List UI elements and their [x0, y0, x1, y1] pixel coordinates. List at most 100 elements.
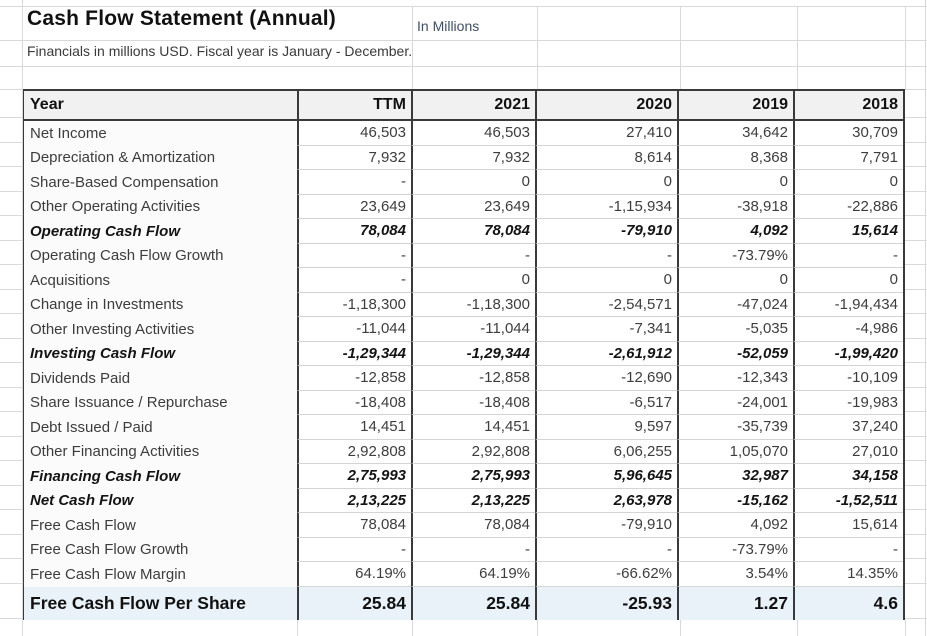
- value-cell[interactable]: 6,06,255: [535, 439, 677, 464]
- value-cell[interactable]: 2,13,225: [411, 488, 535, 513]
- value-cell[interactable]: -79,910: [535, 219, 677, 244]
- value-cell[interactable]: -: [793, 537, 903, 562]
- col-header-2021[interactable]: 2021: [411, 91, 535, 119]
- value-cell[interactable]: -1,52,511: [793, 488, 903, 513]
- value-cell[interactable]: 64.19%: [297, 562, 411, 587]
- value-cell[interactable]: 7,791: [793, 145, 903, 170]
- value-cell[interactable]: 2,92,808: [411, 439, 535, 464]
- value-cell[interactable]: 0: [793, 268, 903, 293]
- value-cell[interactable]: -1,29,344: [297, 341, 411, 366]
- col-header-2020[interactable]: 2020: [535, 91, 677, 119]
- value-cell[interactable]: -1,94,434: [793, 292, 903, 317]
- value-cell[interactable]: 23,649: [297, 194, 411, 219]
- row-label[interactable]: Acquisitions: [24, 268, 297, 293]
- value-cell[interactable]: 34,158: [793, 464, 903, 489]
- value-cell[interactable]: 4,092: [677, 219, 793, 244]
- row-label[interactable]: Operating Cash Flow: [24, 219, 297, 244]
- col-header-year[interactable]: Year: [30, 96, 64, 113]
- col-header-2019[interactable]: 2019: [677, 91, 793, 119]
- value-cell[interactable]: 14,451: [297, 415, 411, 440]
- value-cell[interactable]: -24,001: [677, 390, 793, 415]
- value-cell[interactable]: -11,044: [411, 317, 535, 342]
- row-label[interactable]: Other Investing Activities: [24, 317, 297, 342]
- value-cell[interactable]: 25.84: [297, 586, 411, 620]
- value-cell[interactable]: 8,368: [677, 145, 793, 170]
- value-cell[interactable]: 0: [411, 170, 535, 195]
- value-cell[interactable]: -: [297, 243, 411, 268]
- value-cell[interactable]: 14.35%: [793, 562, 903, 587]
- value-cell[interactable]: 1,05,070: [677, 439, 793, 464]
- value-cell[interactable]: -: [535, 243, 677, 268]
- value-cell[interactable]: 37,240: [793, 415, 903, 440]
- value-cell[interactable]: -: [793, 243, 903, 268]
- value-cell[interactable]: -4,986: [793, 317, 903, 342]
- value-cell[interactable]: -7,341: [535, 317, 677, 342]
- value-cell[interactable]: 2,92,808: [297, 439, 411, 464]
- value-cell[interactable]: -73.79%: [677, 243, 793, 268]
- value-cell[interactable]: 4,092: [677, 513, 793, 538]
- value-cell[interactable]: -1,18,300: [411, 292, 535, 317]
- value-cell[interactable]: 2,75,993: [297, 464, 411, 489]
- value-cell[interactable]: 78,084: [297, 513, 411, 538]
- value-cell[interactable]: 27,010: [793, 439, 903, 464]
- value-cell[interactable]: -66.62%: [535, 562, 677, 587]
- row-label[interactable]: Free Cash Flow Growth: [24, 537, 297, 562]
- value-cell[interactable]: 34,642: [677, 121, 793, 146]
- value-cell[interactable]: -12,858: [411, 366, 535, 391]
- value-cell[interactable]: -25.93: [535, 586, 677, 620]
- value-cell[interactable]: -79,910: [535, 513, 677, 538]
- row-label[interactable]: Net Cash Flow: [24, 488, 297, 513]
- value-cell[interactable]: -6,517: [535, 390, 677, 415]
- row-label[interactable]: Financing Cash Flow: [24, 464, 297, 489]
- value-cell[interactable]: -1,18,300: [297, 292, 411, 317]
- value-cell[interactable]: 0: [793, 170, 903, 195]
- value-cell[interactable]: 25.84: [411, 586, 535, 620]
- row-label[interactable]: Other Financing Activities: [24, 439, 297, 464]
- value-cell[interactable]: -2,54,571: [535, 292, 677, 317]
- value-cell[interactable]: -12,858: [297, 366, 411, 391]
- value-cell[interactable]: -19,983: [793, 390, 903, 415]
- value-cell[interactable]: 1.27: [677, 586, 793, 620]
- row-label[interactable]: Share-Based Compensation: [24, 170, 297, 195]
- value-cell[interactable]: -: [411, 243, 535, 268]
- row-label[interactable]: Dividends Paid: [24, 366, 297, 391]
- value-cell[interactable]: -: [297, 170, 411, 195]
- value-cell[interactable]: -: [297, 268, 411, 293]
- col-header-2018[interactable]: 2018: [793, 91, 903, 119]
- value-cell[interactable]: 0: [411, 268, 535, 293]
- value-cell[interactable]: -47,024: [677, 292, 793, 317]
- value-cell[interactable]: 15,614: [793, 219, 903, 244]
- row-label[interactable]: Net Income: [24, 121, 297, 146]
- value-cell[interactable]: 0: [677, 268, 793, 293]
- value-cell[interactable]: -1,99,420: [793, 341, 903, 366]
- col-header-ttm[interactable]: TTM: [297, 91, 411, 119]
- value-cell[interactable]: -73.79%: [677, 537, 793, 562]
- row-label[interactable]: Change in Investments: [24, 292, 297, 317]
- value-cell[interactable]: 8,614: [535, 145, 677, 170]
- value-cell[interactable]: -: [297, 537, 411, 562]
- row-label[interactable]: Share Issuance / Repurchase: [24, 390, 297, 415]
- value-cell[interactable]: 4.6: [793, 586, 903, 620]
- row-label[interactable]: Depreciation & Amortization: [24, 145, 297, 170]
- value-cell[interactable]: -1,15,934: [535, 194, 677, 219]
- value-cell[interactable]: 64.19%: [411, 562, 535, 587]
- value-cell[interactable]: -52,059: [677, 341, 793, 366]
- value-cell[interactable]: -1,29,344: [411, 341, 535, 366]
- row-label[interactable]: Other Operating Activities: [24, 194, 297, 219]
- value-cell[interactable]: -12,343: [677, 366, 793, 391]
- value-cell[interactable]: 0: [535, 170, 677, 195]
- value-cell[interactable]: 46,503: [297, 121, 411, 146]
- value-cell[interactable]: -5,035: [677, 317, 793, 342]
- value-cell[interactable]: -35,739: [677, 415, 793, 440]
- value-cell[interactable]: -18,408: [411, 390, 535, 415]
- value-cell[interactable]: 23,649: [411, 194, 535, 219]
- row-label[interactable]: Free Cash Flow Margin: [24, 562, 297, 587]
- value-cell[interactable]: -12,690: [535, 366, 677, 391]
- value-cell[interactable]: -15,162: [677, 488, 793, 513]
- value-cell[interactable]: -38,918: [677, 194, 793, 219]
- row-label[interactable]: Free Cash Flow Per Share: [30, 592, 246, 613]
- value-cell[interactable]: -: [535, 537, 677, 562]
- value-cell[interactable]: 78,084: [411, 219, 535, 244]
- value-cell[interactable]: -: [411, 537, 535, 562]
- value-cell[interactable]: 78,084: [297, 219, 411, 244]
